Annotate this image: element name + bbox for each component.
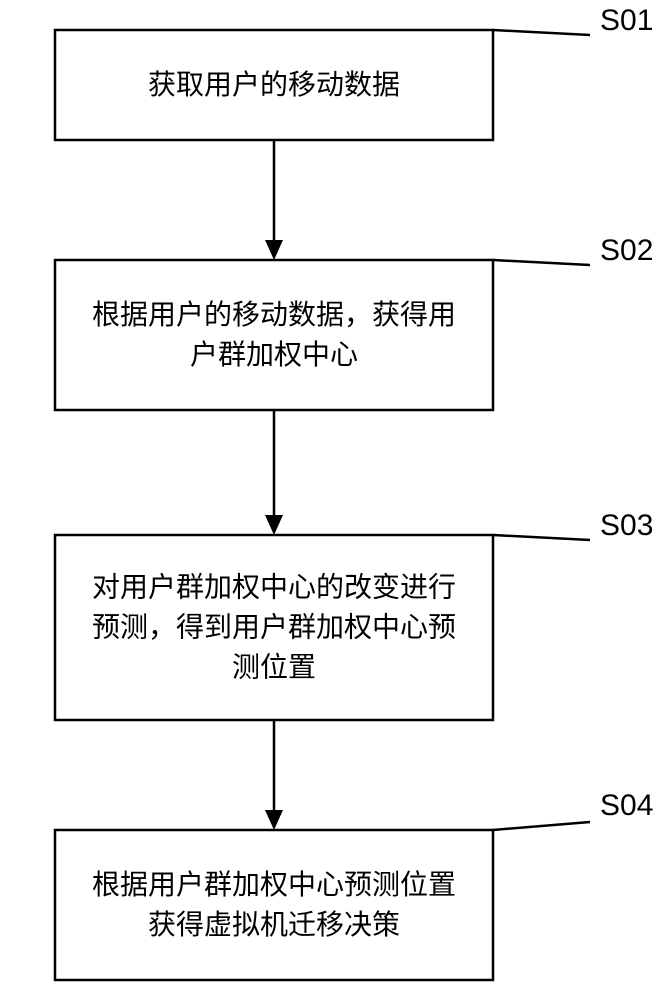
step-label: S04 — [600, 789, 653, 822]
flow-step-text: 根据用户的移动数据，获得用 — [92, 293, 456, 333]
flow-step-n1: 获取用户的移动数据 — [55, 30, 493, 140]
step-label: S03 — [600, 509, 653, 542]
flow-step-text: 预测，得到用户群加权中心预 — [92, 605, 456, 645]
flow-step-n3: 对用户群加权中心的改变进行预测，得到用户群加权中心预测位置 — [55, 535, 493, 720]
step-label: S01 — [600, 4, 653, 37]
flow-step-text: 户群加权中心 — [190, 333, 358, 373]
flowchart-canvas: 获取用户的移动数据 S01 根据用户的移动数据，获得用户群加权中心 S02 对用户群加权… — [0, 0, 658, 1000]
flow-step-text: 获取用户的移动数据 — [148, 63, 400, 103]
step-label: S02 — [600, 234, 653, 267]
flow-step-n4: 根据用户群加权中心预测位置获得虚拟机迁移决策 — [55, 830, 493, 980]
flow-step-text: 对用户群加权中心的改变进行 — [92, 565, 456, 605]
flow-step-text: 获得虚拟机迁移决策 — [148, 903, 400, 943]
flow-step-n2: 根据用户的移动数据，获得用户群加权中心 — [55, 260, 493, 410]
flow-step-text: 根据用户群加权中心预测位置 — [92, 863, 456, 903]
flow-step-text: 测位置 — [232, 645, 316, 685]
